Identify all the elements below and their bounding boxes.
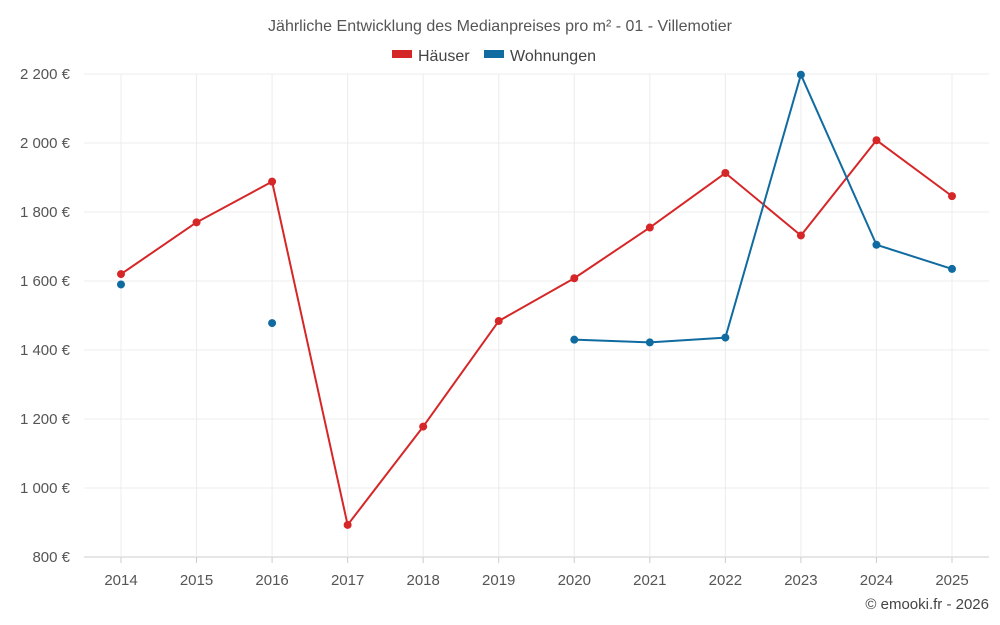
y-tick-label: 1 400 €	[20, 342, 71, 359]
y-tick-label: 800 €	[32, 549, 70, 566]
data-point-wohnungen[interactable]	[117, 280, 125, 289]
data-point-wohnungen[interactable]	[796, 70, 805, 79]
legend-item-wohnungen[interactable]: Wohnungen	[484, 48, 596, 65]
data-point-wohnungen[interactable]	[645, 338, 654, 347]
x-tick-label: 2022	[709, 572, 742, 589]
series-haeuser	[117, 136, 956, 529]
data-point-wohnungen[interactable]	[570, 335, 579, 344]
y-tick-label: 2 000 €	[20, 135, 71, 152]
x-axis-ticks: 2014 2015 2016 2017 2018 2019 2020 2021 2022 2023…	[104, 572, 968, 589]
x-tick-label: 2014	[104, 572, 137, 589]
data-point-wohnungen[interactable]	[872, 240, 881, 249]
x-tick-label: 2017	[331, 572, 364, 589]
data-point-haeuser[interactable]	[948, 192, 956, 201]
data-point-haeuser[interactable]	[872, 136, 881, 145]
x-gridlines	[120, 74, 953, 563]
legend-swatch-haeuser	[392, 50, 412, 58]
data-point-haeuser[interactable]	[570, 274, 579, 283]
data-point-haeuser[interactable]	[343, 520, 352, 529]
x-tick-label: 2015	[180, 572, 213, 589]
x-tick-label: 2018	[406, 572, 439, 589]
data-point-haeuser[interactable]	[645, 223, 654, 232]
copyright-text: © emooki.fr - 2026	[865, 596, 989, 613]
data-point-haeuser[interactable]	[117, 270, 125, 279]
legend-label-haeuser: Häuser	[418, 48, 470, 65]
data-point-wohnungen[interactable]	[268, 319, 277, 328]
legend-label-wohnungen: Wohnungen	[510, 48, 596, 65]
y-tick-label: 1 200 €	[20, 411, 71, 428]
x-tick-label: 2020	[558, 572, 591, 589]
legend-swatch-wohnungen	[484, 50, 504, 58]
series-wohnungen	[117, 70, 956, 347]
y-axis-ticks: 800 € 1 000 € 1 200 € 1 400 € 1 600 € 1 800 €…	[20, 66, 71, 566]
y-tick-label: 1 800 €	[20, 204, 71, 221]
data-point-wohnungen[interactable]	[721, 333, 730, 342]
y-tick-label: 2 200 €	[20, 66, 71, 83]
x-tick-label: 2016	[255, 572, 288, 589]
x-tick-label: 2025	[935, 572, 968, 589]
data-point-haeuser[interactable]	[721, 169, 730, 178]
data-point-haeuser[interactable]	[796, 231, 805, 240]
y-gridlines	[84, 73, 989, 558]
data-point-haeuser[interactable]	[192, 218, 201, 227]
x-tick-label: 2021	[633, 572, 666, 589]
series-group	[117, 70, 956, 529]
chart-title: Jährliche Entwicklung des Medianpreises …	[268, 18, 733, 35]
x-tick-label: 2024	[860, 572, 893, 589]
y-tick-label: 1 600 €	[20, 273, 71, 290]
x-tick-label: 2023	[784, 572, 817, 589]
y-tick-label: 1 000 €	[20, 480, 71, 497]
data-point-haeuser[interactable]	[419, 422, 428, 431]
legend: Häuser Wohnungen	[392, 48, 596, 65]
legend-item-haeuser[interactable]: Häuser	[392, 48, 470, 65]
data-point-haeuser[interactable]	[268, 177, 277, 186]
series-line-haeuser	[120, 139, 953, 526]
series-line-wohnungen	[574, 73, 953, 344]
x-tick-label: 2019	[482, 572, 515, 589]
data-point-haeuser[interactable]	[494, 317, 503, 326]
data-point-wohnungen[interactable]	[948, 264, 956, 273]
